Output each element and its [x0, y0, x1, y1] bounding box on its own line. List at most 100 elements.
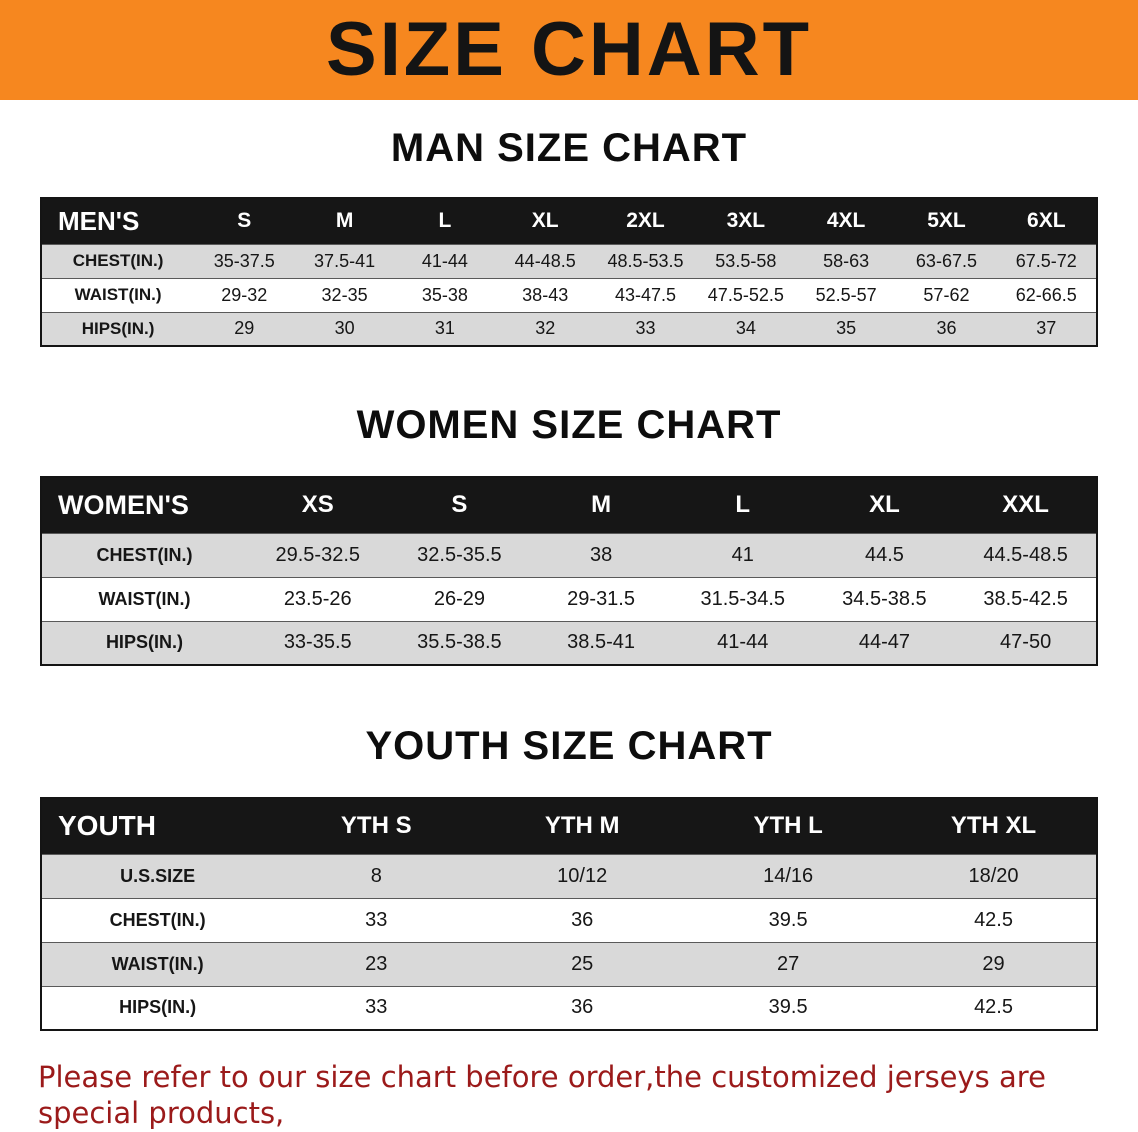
size-header-cell: XL: [495, 198, 596, 244]
row-label-cell: WAIST(IN.): [41, 941, 274, 986]
value-cell: 10/12: [479, 853, 686, 898]
value-cell: 25: [479, 941, 686, 986]
value-cell: 38.5-42.5: [955, 576, 1097, 621]
size-header-cell: YTH S: [273, 798, 480, 854]
value-cell: 35-38: [394, 277, 496, 312]
row-label-cell: WAIST(IN.): [41, 277, 195, 312]
value-cell: 57-62: [896, 277, 997, 312]
table-row: WAIST(IN.) 23 25 27 29: [41, 941, 1097, 986]
size-header-cell: 4XL: [795, 198, 897, 244]
value-cell: 27: [685, 941, 892, 986]
value-cell: 62-66.5: [996, 277, 1097, 312]
value-cell: 8: [273, 853, 480, 898]
value-cell: 44-48.5: [495, 243, 596, 278]
size-header-cell: XS: [246, 477, 389, 533]
value-cell: 35.5-38.5: [388, 620, 531, 665]
table-row: HIPS(IN.) 33 36 39.5 42.5: [41, 985, 1097, 1030]
table-title-cell: WOMEN'S: [41, 477, 247, 533]
value-cell: 58-63: [795, 243, 897, 278]
value-cell: 47-50: [955, 620, 1097, 665]
value-cell: 34.5-38.5: [813, 576, 956, 621]
table-row: HIPS(IN.) 29 30 31 32 33 34 35 36 37: [41, 311, 1097, 346]
row-label-cell: HIPS(IN.): [41, 620, 247, 665]
table-title-cell: MEN'S: [41, 198, 195, 244]
value-cell: 32-35: [294, 277, 395, 312]
table-row: HIPS(IN.) 33-35.5 35.5-38.5 38.5-41 41-44 44-…: [41, 620, 1097, 665]
table-row: CHEST(IN.) 35-37.5 37.5-41 41-44 44-48.5 48.5…: [41, 243, 1097, 278]
size-header-cell: L: [394, 198, 496, 244]
value-cell: 18/20: [891, 853, 1097, 898]
size-header-cell: M: [530, 477, 672, 533]
value-cell: 35-37.5: [194, 243, 295, 278]
table-header-row: WOMEN'S XS S M L XL XXL: [41, 477, 1097, 533]
value-cell: 41-44: [394, 243, 496, 278]
value-cell: 39.5: [685, 897, 892, 942]
size-header-cell: M: [294, 198, 395, 244]
value-cell: 37: [996, 311, 1097, 346]
value-cell: 23: [273, 941, 480, 986]
banner: SIZE CHART: [0, 0, 1138, 100]
youth-section-heading: YOUTH SIZE CHART: [365, 724, 773, 768]
table-row: U.S.SIZE 8 10/12 14/16 18/20: [41, 853, 1097, 898]
man-size-section: MAN SIZE CHART MEN'S S M L XL 2XL 3XL 4XL 5XL 6XL…: [0, 126, 1138, 347]
man-section-heading: MAN SIZE CHART: [390, 126, 748, 170]
value-cell: 41-44: [671, 620, 814, 665]
table-row: WAIST(IN.) 29-32 32-35 35-38 38-43 43-47.5 47.…: [41, 277, 1097, 312]
size-header-cell: 3XL: [695, 198, 796, 244]
size-header-cell: XL: [813, 477, 956, 533]
row-label-cell: WAIST(IN.): [41, 576, 247, 621]
row-label-cell: CHEST(IN.): [41, 243, 195, 278]
value-cell: 41: [671, 532, 814, 577]
row-label-cell: CHEST(IN.): [41, 897, 274, 942]
women-size-section: WOMEN SIZE CHART WOMEN'S XS S M L XL XXL CHEST(…: [0, 403, 1138, 666]
value-cell: 36: [896, 311, 997, 346]
size-header-cell: 5XL: [896, 198, 997, 244]
value-cell: 23.5-26: [246, 576, 389, 621]
value-cell: 33: [273, 897, 480, 942]
value-cell: 38.5-41: [530, 620, 672, 665]
value-cell: 30: [294, 311, 395, 346]
value-cell: 67.5-72: [996, 243, 1097, 278]
value-cell: 36: [479, 985, 686, 1030]
value-cell: 14/16: [685, 853, 892, 898]
size-header-cell: S: [388, 477, 531, 533]
women-section-heading: WOMEN SIZE CHART: [356, 403, 782, 447]
value-cell: 33: [273, 985, 480, 1030]
value-cell: 34: [695, 311, 796, 346]
value-cell: 32.5-35.5: [388, 532, 531, 577]
footer-notice: Please refer to our size chart before or…: [38, 1059, 1100, 1132]
value-cell: 35: [795, 311, 897, 346]
value-cell: 63-67.5: [896, 243, 997, 278]
youth-size-table: YOUTH YTH S YTH M YTH L YTH XL U.S.SIZE 8 10/12…: [40, 797, 1098, 1031]
value-cell: 43-47.5: [595, 277, 696, 312]
value-cell: 32: [495, 311, 596, 346]
size-header-cell: 6XL: [996, 198, 1097, 244]
size-header-cell: YTH L: [685, 798, 892, 854]
value-cell: 44.5-48.5: [955, 532, 1097, 577]
table-row: CHEST(IN.) 33 36 39.5 42.5: [41, 897, 1097, 942]
table-row: CHEST(IN.) 29.5-32.5 32.5-35.5 38 41 44.5 44.5…: [41, 532, 1097, 577]
size-header-cell: S: [194, 198, 295, 244]
value-cell: 31: [394, 311, 496, 346]
value-cell: 36: [479, 897, 686, 942]
value-cell: 42.5: [891, 897, 1097, 942]
value-cell: 39.5: [685, 985, 892, 1030]
value-cell: 42.5: [891, 985, 1097, 1030]
size-header-cell: XXL: [955, 477, 1097, 533]
row-label-cell: CHEST(IN.): [41, 532, 247, 577]
page-title: SIZE CHART: [326, 7, 812, 92]
size-header-cell: 2XL: [595, 198, 696, 244]
row-label-cell: HIPS(IN.): [41, 311, 195, 346]
row-label-cell: HIPS(IN.): [41, 985, 274, 1030]
notice-line-1: Please refer to our size chart before or…: [38, 1060, 1046, 1131]
table-row: WAIST(IN.) 23.5-26 26-29 29-31.5 31.5-34.5 34…: [41, 576, 1097, 621]
size-header-cell: YTH XL: [891, 798, 1097, 854]
value-cell: 52.5-57: [795, 277, 897, 312]
table-header-row: YOUTH YTH S YTH M YTH L YTH XL: [41, 798, 1097, 854]
value-cell: 47.5-52.5: [695, 277, 796, 312]
value-cell: 38: [530, 532, 672, 577]
value-cell: 33: [595, 311, 696, 346]
value-cell: 29-31.5: [530, 576, 672, 621]
youth-size-section: YOUTH SIZE CHART YOUTH YTH S YTH M YTH L YTH…: [0, 724, 1138, 1031]
